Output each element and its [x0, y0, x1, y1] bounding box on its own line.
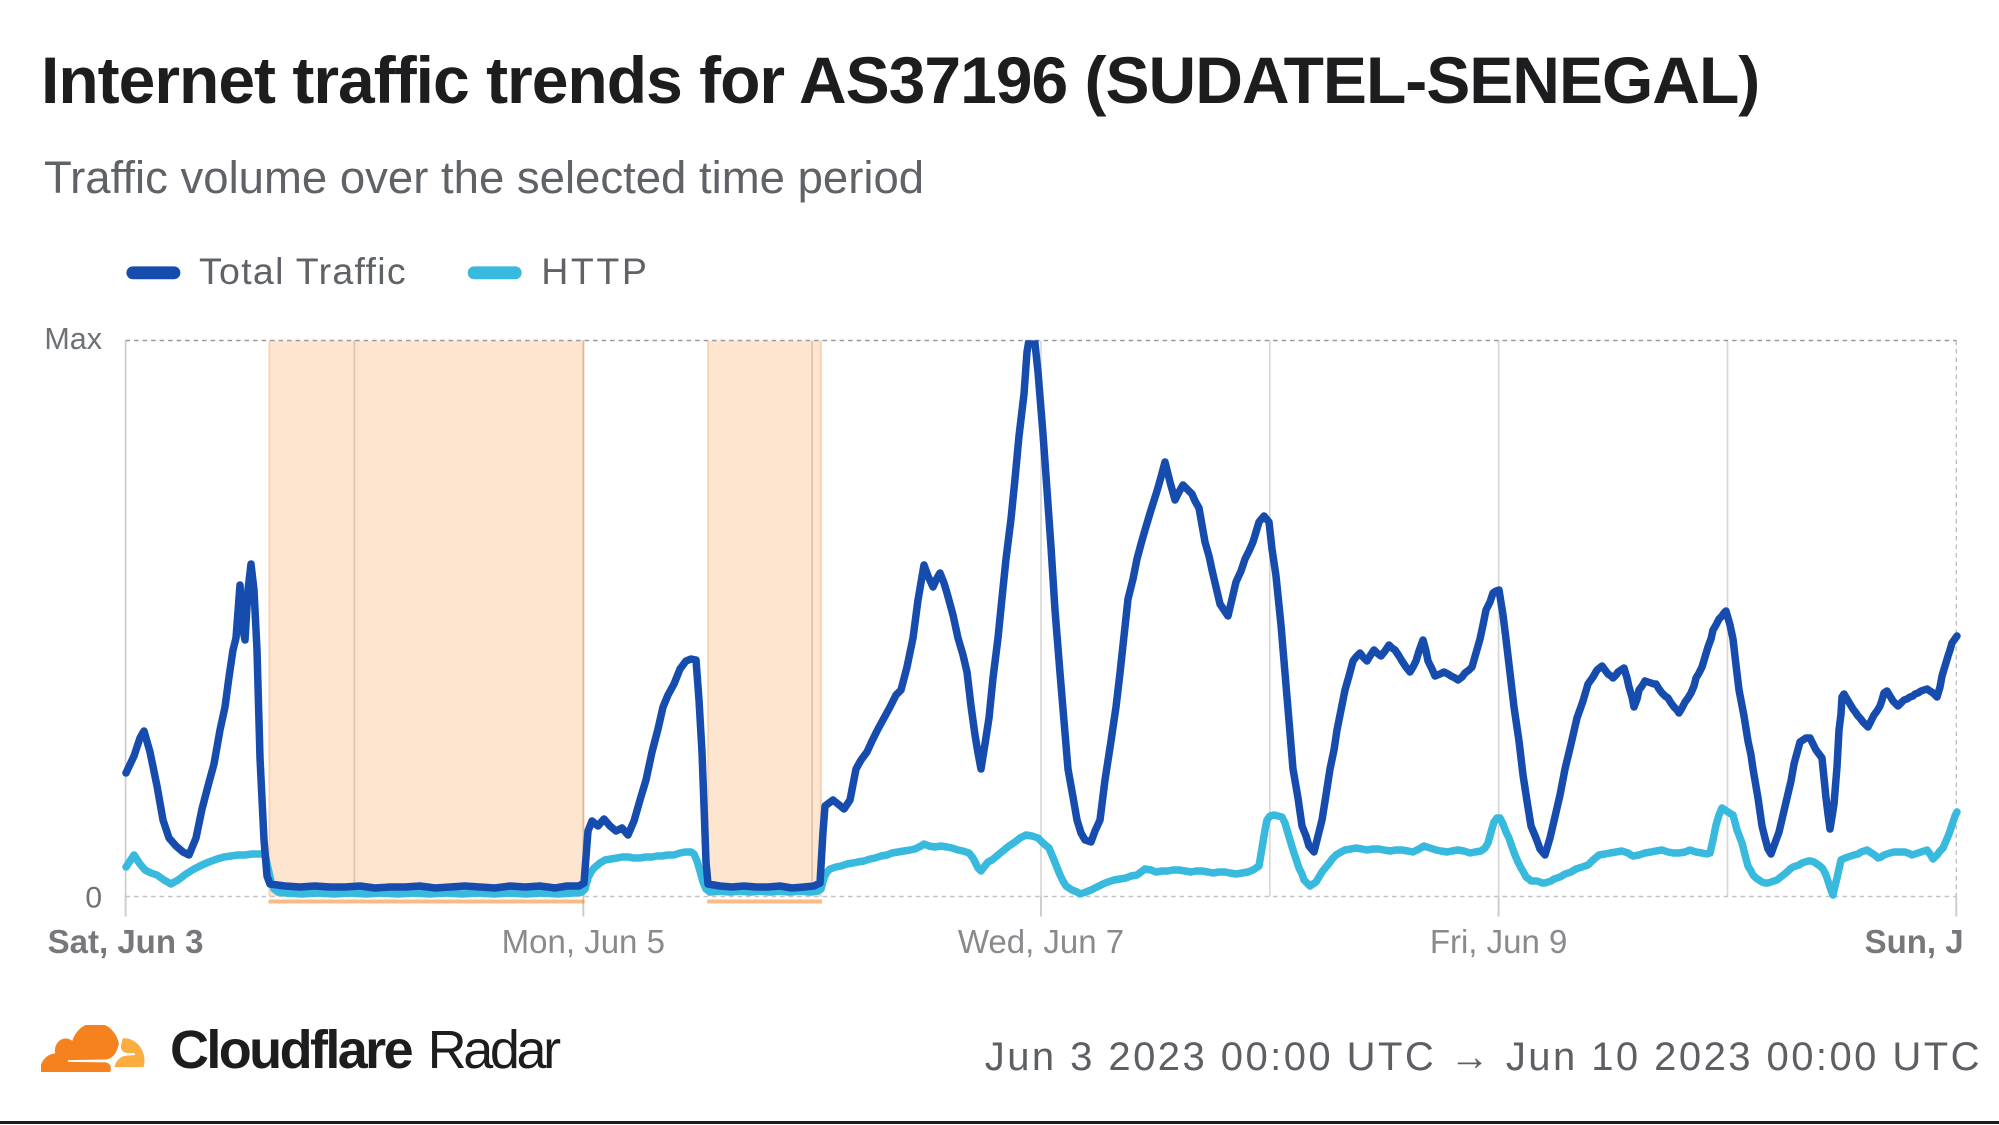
svg-text:Mon, Jun 5: Mon, Jun 5 [502, 923, 665, 960]
svg-text:Wed, Jun 7: Wed, Jun 7 [958, 923, 1124, 960]
svg-text:Fri, Jun 9: Fri, Jun 9 [1430, 923, 1568, 960]
svg-text:Sun, Jun 11: Sun, Jun 11 [1865, 923, 1999, 960]
svg-text:Max: Max [44, 322, 102, 356]
svg-text:Total Traffic: Total Traffic [199, 250, 407, 292]
svg-text:0: 0 [85, 882, 102, 915]
svg-text:Sat, Jun 3: Sat, Jun 3 [48, 923, 204, 960]
svg-text:HTTP: HTTP [541, 250, 649, 292]
